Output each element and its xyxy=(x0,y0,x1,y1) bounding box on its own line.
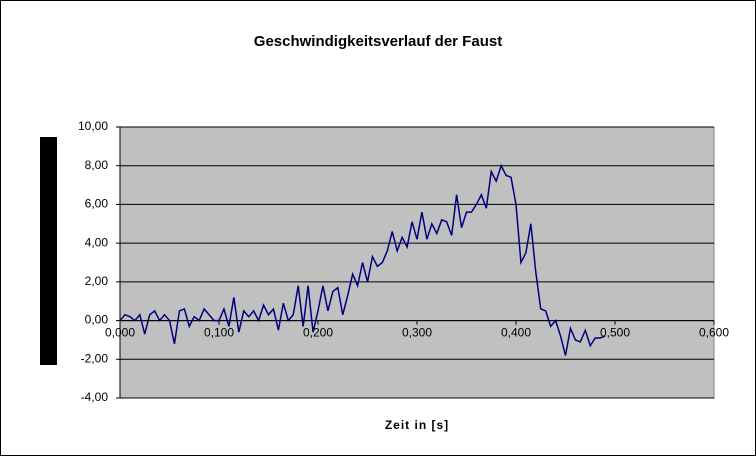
y-tick-label: 8,00 xyxy=(85,158,109,172)
y-tick-label: 2,00 xyxy=(85,274,109,288)
y-axis-label-box xyxy=(40,137,57,365)
x-tick-label: 0,300 xyxy=(402,326,432,340)
chart-title: Geschwindigkeitsverlauf der Faust xyxy=(254,33,502,50)
x-tick-label: 0,400 xyxy=(501,326,531,340)
x-axis-label: Zeit in [s] xyxy=(385,418,449,432)
x-tick-label: 0,600 xyxy=(699,326,729,340)
y-tick-label: -4,00 xyxy=(81,390,109,404)
x-tick-label: 0,100 xyxy=(204,326,234,340)
plot-area xyxy=(119,126,715,399)
x-tick-label: 0,500 xyxy=(600,326,630,340)
x-tick-label: 0,200 xyxy=(303,326,333,340)
data-line xyxy=(119,163,606,356)
y-tick-label: 4,00 xyxy=(85,235,109,249)
y-tick-label: 6,00 xyxy=(85,197,109,211)
y-tick-label: 0,00 xyxy=(85,313,109,327)
y-tick-label: 10,00 xyxy=(78,119,108,133)
y-tick-label: -2,00 xyxy=(81,351,109,365)
x-tick-label: 0,000 xyxy=(105,326,135,340)
